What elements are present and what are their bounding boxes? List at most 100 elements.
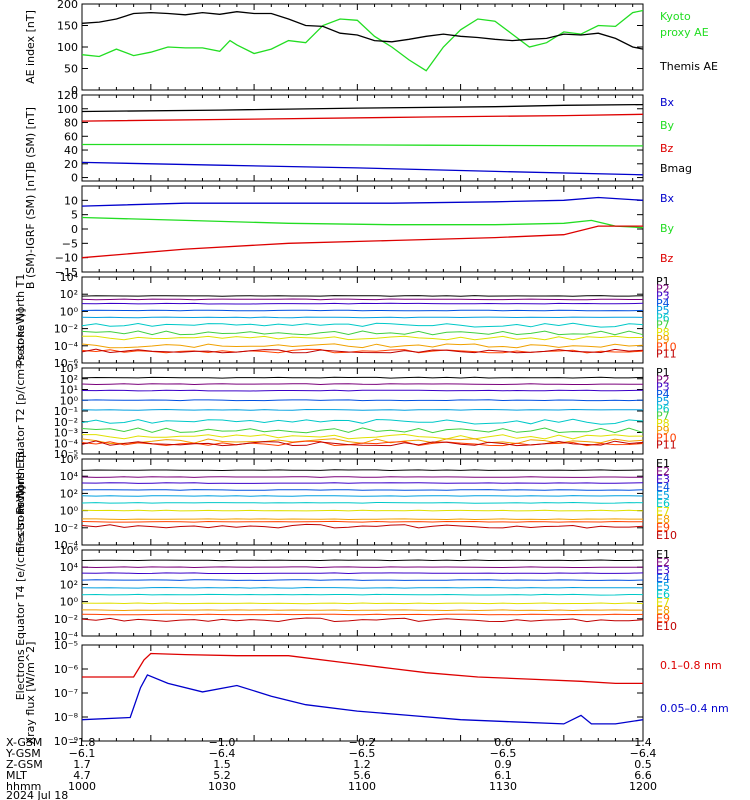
ephemeris-value: 1200: [629, 780, 657, 793]
channel-p2: [81, 383, 644, 386]
channel-p5: [81, 316, 644, 319]
ephemeris-value: 0.9: [494, 758, 512, 771]
legend-e5: E5: [656, 580, 670, 593]
legend-item: Bx: [660, 96, 675, 109]
ephemeris-value: 1000: [68, 780, 96, 793]
ephemeris-value: −6.5: [490, 747, 517, 760]
series-bx: [81, 196, 644, 207]
channel-e10: [81, 617, 644, 623]
ephemeris-value: 6.1: [494, 769, 512, 782]
channel-e5: [81, 586, 644, 589]
y-tick-label: 10⁰: [60, 505, 79, 518]
legend-p8: P8: [656, 326, 670, 339]
legend-item: 0.05–0.4 nm: [660, 702, 729, 715]
y-tick-label: 10⁻²: [54, 613, 78, 626]
legend-p4: P4: [656, 297, 670, 310]
legend-item: Bz: [660, 252, 674, 265]
channel-p6: [81, 418, 644, 425]
ephemeris-value: 1130: [489, 780, 517, 793]
legend-p10: P10: [656, 431, 677, 444]
y-tick-label: 10⁰: [60, 305, 79, 318]
y-tick-label: −5: [62, 237, 78, 250]
ephemeris-value: 1100: [348, 780, 376, 793]
panel-7: Electrons Equator T4 [e/(cm²-s-sr-keV)]: [14, 486, 644, 700]
ephemeris-value: −6.4: [209, 747, 236, 760]
y-tick-label: 10⁴: [60, 561, 79, 574]
panel-1: AE index [nT]: [24, 3, 644, 91]
legend-e3: E3: [656, 473, 670, 486]
y-tick-label: 10⁰: [60, 596, 79, 609]
y-tick-label: 0: [71, 84, 78, 97]
legend-item: By: [660, 222, 675, 235]
channel-p1: [81, 376, 644, 379]
y-tick-label: 10³: [60, 362, 78, 375]
channel-e8: [82, 609, 643, 612]
channel-p1: [81, 295, 644, 297]
y-tick-label: 10²: [60, 288, 78, 301]
y-tick-label: 10¹: [60, 384, 78, 397]
channel-e3: [81, 572, 644, 575]
y-tick-label: 10⁻⁵: [54, 639, 78, 652]
ephemeris-value: −0.2: [349, 736, 376, 749]
channel-e7: [81, 509, 644, 512]
legend-e6: E6: [656, 588, 670, 601]
channel-p4: [81, 309, 644, 312]
channel-e10: [81, 523, 644, 529]
panel-frame: [81, 644, 644, 742]
ephemeris-label: hhmm: [6, 780, 41, 793]
y-axis-label: Xray flux [W/m^2]: [24, 642, 37, 745]
legend-e3: E3: [656, 564, 670, 577]
channel-p7: [81, 427, 644, 434]
channel-e2: [81, 476, 643, 478]
y-tick-label: 10⁻²: [54, 522, 78, 535]
channel-p11: [81, 348, 644, 354]
legend-e4: E4: [656, 572, 670, 585]
ephemeris-label: Z-GSM: [6, 758, 43, 771]
y-tick-label: 10⁻⁴: [54, 437, 79, 450]
y-tick-label: 10⁻⁵: [54, 448, 78, 461]
y-tick-label: 0: [71, 223, 78, 236]
series-themis-ae: [81, 11, 644, 50]
panel-frame: [81, 549, 644, 637]
y-tick-label: 5: [71, 209, 78, 222]
panel-3: B (SM)-IGRF (SM) [nT]: [24, 169, 644, 289]
legend-p11: P11: [656, 439, 677, 452]
y-tick-label: 10: [64, 194, 78, 207]
legend-p10: P10: [656, 340, 677, 353]
y-tick-label: 10⁻⁴: [54, 340, 79, 353]
y-tick-label: 50: [64, 63, 78, 76]
channel-p9: [81, 343, 644, 349]
panel-2: B (SM) [nT]: [24, 94, 644, 182]
channel-e9: [81, 613, 644, 616]
y-tick-label: 200: [57, 0, 78, 11]
y-tick-label: −10: [55, 252, 78, 265]
channel-p3: [81, 389, 644, 392]
ephemeris-value: 4.7: [73, 769, 91, 782]
series-bz: [81, 225, 643, 259]
y-tick-label: 80: [64, 117, 78, 130]
ephemeris-value: 6.6: [634, 769, 652, 782]
legend-p3: P3: [656, 290, 670, 303]
ephemeris-value: 1.4: [634, 736, 652, 749]
channel-p2: [81, 298, 643, 301]
series-by: [81, 216, 644, 229]
y-tick-label: 10⁻⁴: [54, 539, 79, 552]
legend-p2: P2: [656, 373, 670, 386]
legend-item: Themis AE: [659, 60, 718, 73]
channel-e8: [82, 518, 643, 521]
y-tick-label: 100: [57, 103, 78, 116]
channel-p8: [82, 335, 644, 341]
series-0-1-0-8-nm: [82, 652, 643, 685]
y-tick-label: 60: [64, 130, 78, 143]
y-tick-label: 10⁻⁹: [54, 735, 78, 748]
channel-e4: [81, 489, 644, 491]
y-tick-label: 10⁻⁶: [54, 663, 79, 676]
legend-e9: E9: [656, 521, 670, 534]
ephemeris-value: 0.6: [494, 736, 512, 749]
channel-e6: [81, 593, 644, 596]
legend-p1: P1: [656, 366, 670, 379]
legend-p6: P6: [656, 402, 670, 415]
ephemeris-value: −6.1: [69, 747, 96, 760]
ephemeris-label: MLT: [6, 769, 27, 782]
legend-e2: E2: [656, 556, 670, 569]
